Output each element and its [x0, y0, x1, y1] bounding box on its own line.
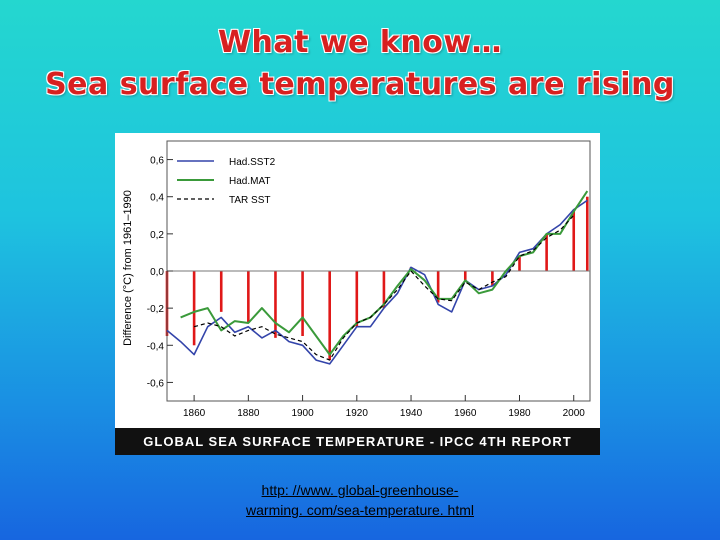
x-tick-label: 1940 — [400, 408, 423, 419]
y-tick-label: 0,2 — [150, 230, 164, 241]
legend: Had.SST2 Had.MAT TAR SST — [177, 157, 276, 206]
legend-label: TAR SST — [229, 195, 270, 206]
bar-1960 — [463, 271, 467, 281]
bar-1880 — [247, 271, 250, 323]
bar-2005 — [585, 196, 589, 271]
bar-1890 — [274, 271, 277, 338]
axes-group: 0,6 0,4 0,2 0,0 -0,2 -0,4 -0,6 1860 1880 1900 1920… — [147, 140, 591, 419]
source-link-line-2: warming. com/sea-temperature. html — [246, 502, 474, 518]
title-line-2: Sea surface temperatures are rising — [45, 67, 675, 102]
bar-1950 — [436, 271, 440, 303]
bar-2000 — [572, 209, 576, 271]
sst-chart: 0,6 0,4 0,2 0,0 -0,2 -0,4 -0,6 1860 1880 1900 1920… — [122, 140, 591, 419]
x-tick-label: 1880 — [237, 408, 260, 419]
bar-1900 — [301, 271, 304, 336]
y-tick-label: 0,6 — [150, 156, 164, 167]
series-line-had-mat — [180, 190, 589, 356]
source-link[interactable]: http: //www. global-greenhouse- warming.… — [0, 480, 720, 520]
series-line-had-sst2 — [166, 199, 588, 365]
bar-1920 — [355, 271, 359, 327]
bar-1870 — [219, 271, 223, 312]
x-tick-label: 1980 — [508, 408, 531, 419]
chart-figure: 0,6 0,4 0,2 0,0 -0,2 -0,4 -0,6 1860 1880 1900 1920… — [115, 133, 600, 455]
y-tick-label: 0,0 — [150, 267, 164, 278]
slide-title: What we know… Sea surface temperatures a… — [0, 22, 720, 106]
x-tick-label: 2000 — [563, 408, 586, 419]
legend-label: Had.MAT — [229, 176, 271, 187]
x-tick-label: 1860 — [183, 408, 206, 419]
series-line-tar-sst — [193, 214, 575, 361]
x-tick-label: 1920 — [346, 408, 369, 419]
bar-1990 — [545, 233, 548, 271]
y-tick-label: 0,4 — [150, 193, 164, 204]
legend-label: Had.SST2 — [229, 157, 276, 168]
series-lines — [166, 190, 589, 365]
y-tick-label: -0,6 — [147, 378, 165, 389]
title-line-1: What we know… — [217, 25, 503, 60]
bar-1980 — [518, 256, 521, 271]
x-tick-label: 1900 — [291, 408, 314, 419]
bar-1970 — [491, 271, 494, 286]
bar-group — [165, 196, 589, 361]
bar-1860 — [192, 271, 196, 346]
y-tick-label: -0,2 — [147, 304, 165, 315]
source-link-line-1: http: //www. global-greenhouse- — [261, 482, 459, 498]
bar-1910 — [328, 271, 331, 361]
figure-caption: GLOBAL SEA SURFACE TEMPERATURE - IPCC 4T… — [115, 428, 600, 455]
y-tick-label: -0,4 — [147, 341, 165, 352]
y-axis-label: Difference (°C) from 1961–1990 — [122, 190, 134, 346]
x-tick-label: 1960 — [454, 408, 477, 419]
bar-1930 — [382, 271, 386, 309]
